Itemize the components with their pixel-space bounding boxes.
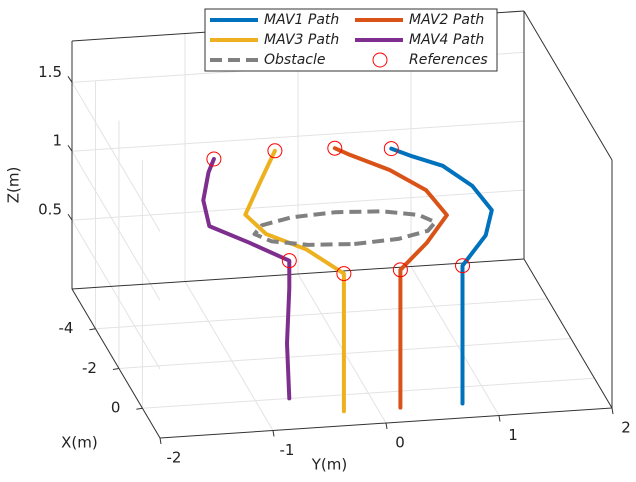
reference-marker <box>336 266 352 282</box>
tick <box>136 407 143 410</box>
y-tick-label: 0 <box>395 434 405 452</box>
tick <box>272 430 275 437</box>
tick <box>89 328 96 331</box>
axis-line <box>523 258 613 409</box>
legend-label: MAV3 Path <box>264 32 339 48</box>
path-line <box>243 148 346 414</box>
grid-line <box>71 189 525 221</box>
x-axis-label: X(m) <box>61 434 98 452</box>
grid-line <box>142 377 595 409</box>
y-tick-label: -1 <box>280 441 295 459</box>
grid-line <box>71 120 525 152</box>
grid-line <box>184 281 274 431</box>
z-tick-label: 1.5 <box>38 63 62 81</box>
y-tick-label: 1 <box>508 426 518 444</box>
legend-label: MAV1 Path <box>264 12 339 28</box>
y-tick-label: 2 <box>621 419 631 437</box>
x-tick-label: -2 <box>82 359 97 377</box>
legend-label: References <box>409 52 488 68</box>
reference-marker <box>267 143 283 159</box>
path-line <box>201 157 292 401</box>
axis-line <box>71 288 161 439</box>
legend-label: MAV4 Path <box>409 32 484 48</box>
path-line <box>389 146 494 406</box>
reference-marker <box>281 253 297 269</box>
tick <box>385 422 388 430</box>
tick <box>67 76 73 83</box>
plot-area <box>201 140 494 414</box>
reference-marker <box>392 262 408 278</box>
z-tick-label: 1 <box>52 132 62 150</box>
tick <box>112 367 120 370</box>
grid-line <box>71 82 161 232</box>
grid-line <box>410 266 500 416</box>
reference-marker <box>383 141 399 157</box>
reference-marker <box>206 151 222 167</box>
legend-label: Obstacle <box>264 52 325 68</box>
y-axis-label: Y(m) <box>311 455 347 473</box>
legend-marker <box>372 52 388 68</box>
obstacle <box>252 209 438 247</box>
axis-line <box>71 258 525 290</box>
grid-line <box>95 298 548 330</box>
legend: MAV1 Path MAV2 Path MAV3 Path MAV4 Path Obst… <box>204 8 498 72</box>
z-tick-label: 0.5 <box>38 201 62 219</box>
y-tick-label: -2 <box>167 449 182 467</box>
tick <box>611 407 614 415</box>
reference-marker <box>327 140 343 156</box>
tick <box>67 213 73 221</box>
grid: -4 -2 0 -2 -1 0 1 2 0.5 1 1.5 X(m) Y(m) Z(m) <box>5 10 631 473</box>
axis-line <box>523 10 613 161</box>
legend-label: MAV2 Path <box>409 12 484 28</box>
reference-marker <box>455 258 471 274</box>
x-tick-label: -4 <box>58 319 73 337</box>
tick <box>498 415 501 422</box>
tick <box>67 144 73 152</box>
grid-line <box>71 150 161 301</box>
tick <box>159 437 162 445</box>
path-line <box>332 146 449 410</box>
grid-line <box>71 219 161 370</box>
z-axis-label: Z(m) <box>5 167 23 204</box>
x-tick-label: 0 <box>111 399 121 417</box>
